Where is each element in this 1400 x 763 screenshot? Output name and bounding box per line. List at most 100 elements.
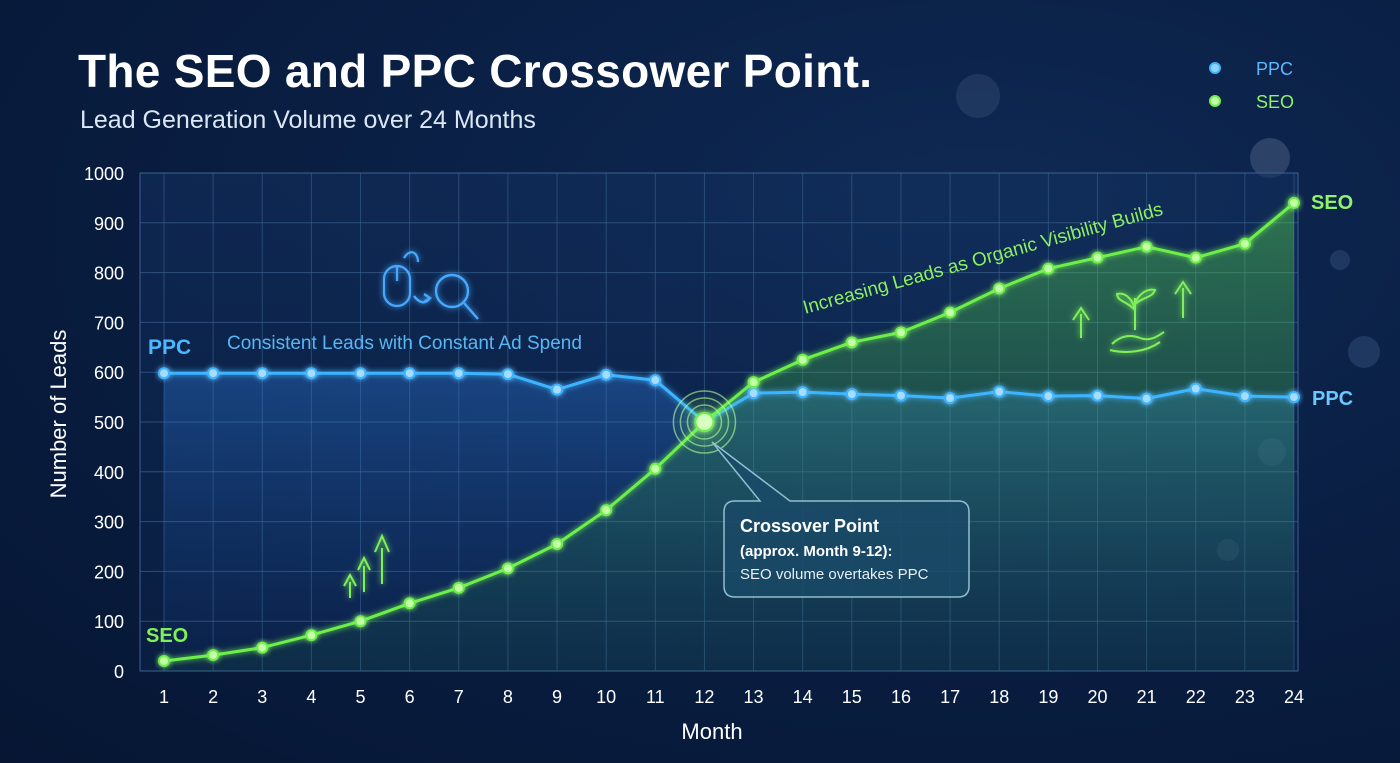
x-tick-label: 13 — [744, 687, 764, 707]
x-tick-label: 8 — [503, 687, 513, 707]
ppc-end-label: PPC — [1312, 388, 1353, 410]
data-point-ppc — [993, 385, 1006, 398]
x-tick-label: 23 — [1235, 687, 1255, 707]
magnifier-icon — [413, 273, 479, 320]
x-tick-label: 15 — [842, 687, 862, 707]
x-tick-label: 10 — [596, 687, 616, 707]
data-point-seo — [1042, 262, 1055, 275]
data-point-ppc — [452, 367, 465, 380]
data-point-seo — [1140, 240, 1153, 253]
data-point-ppc — [207, 367, 220, 380]
y-tick-label: 200 — [94, 562, 124, 582]
y-tick-label: 100 — [94, 612, 124, 632]
chart-subtitle: Lead Generation Volume over 24 Months — [80, 106, 536, 134]
data-point-seo — [158, 655, 170, 668]
crossover-ring — [686, 404, 723, 440]
series-points — [158, 196, 1300, 668]
x-tick-label: 2 — [208, 687, 218, 707]
data-point-seo — [1238, 237, 1251, 250]
data-point-seo — [1288, 196, 1300, 209]
x-tick-label: 6 — [405, 687, 415, 707]
data-point-ppc — [158, 367, 170, 380]
plant-in-hand-icon — [1109, 288, 1165, 353]
data-point-ppc — [256, 367, 269, 380]
legend: PPC SEO — [1188, 59, 1294, 112]
data-point-ppc — [354, 367, 367, 380]
legend-item-ppc: PPC — [1188, 59, 1293, 79]
y-tick-label: 1000 — [84, 164, 124, 184]
data-point-ppc — [501, 368, 514, 381]
crossover-point — [694, 412, 715, 432]
data-point-ppc — [894, 389, 907, 402]
ppc-start-label: PPC — [148, 336, 191, 359]
ppc-annotation: Consistent Leads with Constant Ad Spend — [227, 333, 582, 354]
x-tick-label: 5 — [356, 687, 366, 707]
x-tick-label: 14 — [793, 687, 813, 707]
x-tick-label: 17 — [940, 687, 960, 707]
data-point-seo — [649, 462, 662, 475]
y-tick-label: 300 — [94, 513, 124, 533]
crossover-title: Crossover Point — [740, 516, 879, 536]
x-tick-label: 11 — [646, 687, 665, 707]
data-point-ppc — [1042, 390, 1055, 403]
data-point-ppc — [1189, 382, 1202, 395]
data-point-ppc — [649, 374, 662, 387]
x-tick-label: 4 — [306, 687, 316, 707]
data-point-seo — [452, 581, 465, 594]
data-point-seo — [796, 353, 809, 366]
data-point-seo — [600, 504, 613, 517]
data-point-seo — [207, 649, 220, 662]
data-point-ppc — [747, 387, 760, 400]
x-tick-label: 19 — [1038, 687, 1058, 707]
seo-end-label: SEO — [1311, 192, 1353, 214]
x-tick-label: 22 — [1186, 687, 1206, 707]
x-tick-labels: 1 2 3 4 5 6 7 8 9 10 11 12 13 14 15 16 17 18 19 20 21 22 23 24 — [159, 687, 1304, 707]
x-tick-label: 3 — [257, 687, 267, 707]
data-point-seo — [256, 641, 269, 654]
crossover-ring — [679, 397, 730, 447]
data-point-seo — [845, 336, 858, 349]
data-point-ppc — [1288, 391, 1300, 404]
crossover-description: SEO volume overtakes PPC — [740, 566, 929, 583]
y-tick-label: 0 — [114, 662, 124, 682]
x-tick-label: 9 — [552, 687, 562, 707]
x-tick-label: 18 — [989, 687, 1009, 707]
data-point-ppc — [796, 386, 809, 399]
seo-start-label: SEO — [146, 625, 188, 647]
data-point-ppc — [845, 388, 858, 401]
data-point-ppc — [1091, 389, 1104, 402]
mouse-icon — [382, 251, 420, 308]
data-point-seo — [1091, 251, 1104, 264]
crossover-ring — [672, 390, 737, 454]
data-point-seo — [1189, 251, 1202, 264]
data-point-seo — [403, 597, 416, 610]
data-point-ppc — [600, 368, 613, 381]
crossover-range: (approx. Month 9-12): — [740, 543, 893, 560]
x-tick-label: 21 — [1137, 687, 1157, 707]
data-point-seo — [993, 282, 1006, 295]
data-point-seo — [551, 538, 564, 551]
legend-label-ppc: PPC — [1256, 59, 1293, 79]
y-tick-label: 800 — [94, 264, 124, 284]
data-point-seo — [747, 376, 760, 389]
x-tick-label: 20 — [1087, 687, 1107, 707]
growth-arrows-icon — [343, 533, 390, 598]
y-tick-label: 400 — [94, 463, 124, 483]
data-point-seo — [501, 562, 514, 575]
crossover-callout: Crossover Point (approx. Month 9-12): SE… — [711, 441, 970, 598]
x-tick-label: 24 — [1284, 687, 1304, 707]
y-tick-label: 500 — [94, 413, 124, 433]
y-tick-labels: 0 100 200 300 400 500 600 700 800 900 1000 — [84, 164, 124, 682]
data-point-seo — [305, 629, 318, 642]
data-point-seo — [944, 306, 957, 319]
y-tick-label: 700 — [94, 313, 124, 333]
x-tick-label: 12 — [694, 687, 714, 707]
legend-item-seo: SEO — [1188, 92, 1294, 112]
data-point-ppc — [305, 367, 318, 380]
legend-label-seo: SEO — [1256, 92, 1294, 112]
chart-title: The SEO and PPC Crossower Point. — [78, 45, 873, 97]
up-arrow-icon — [1072, 280, 1192, 338]
y-axis-label: Number of Leads — [46, 330, 71, 499]
data-point-ppc — [403, 367, 416, 380]
